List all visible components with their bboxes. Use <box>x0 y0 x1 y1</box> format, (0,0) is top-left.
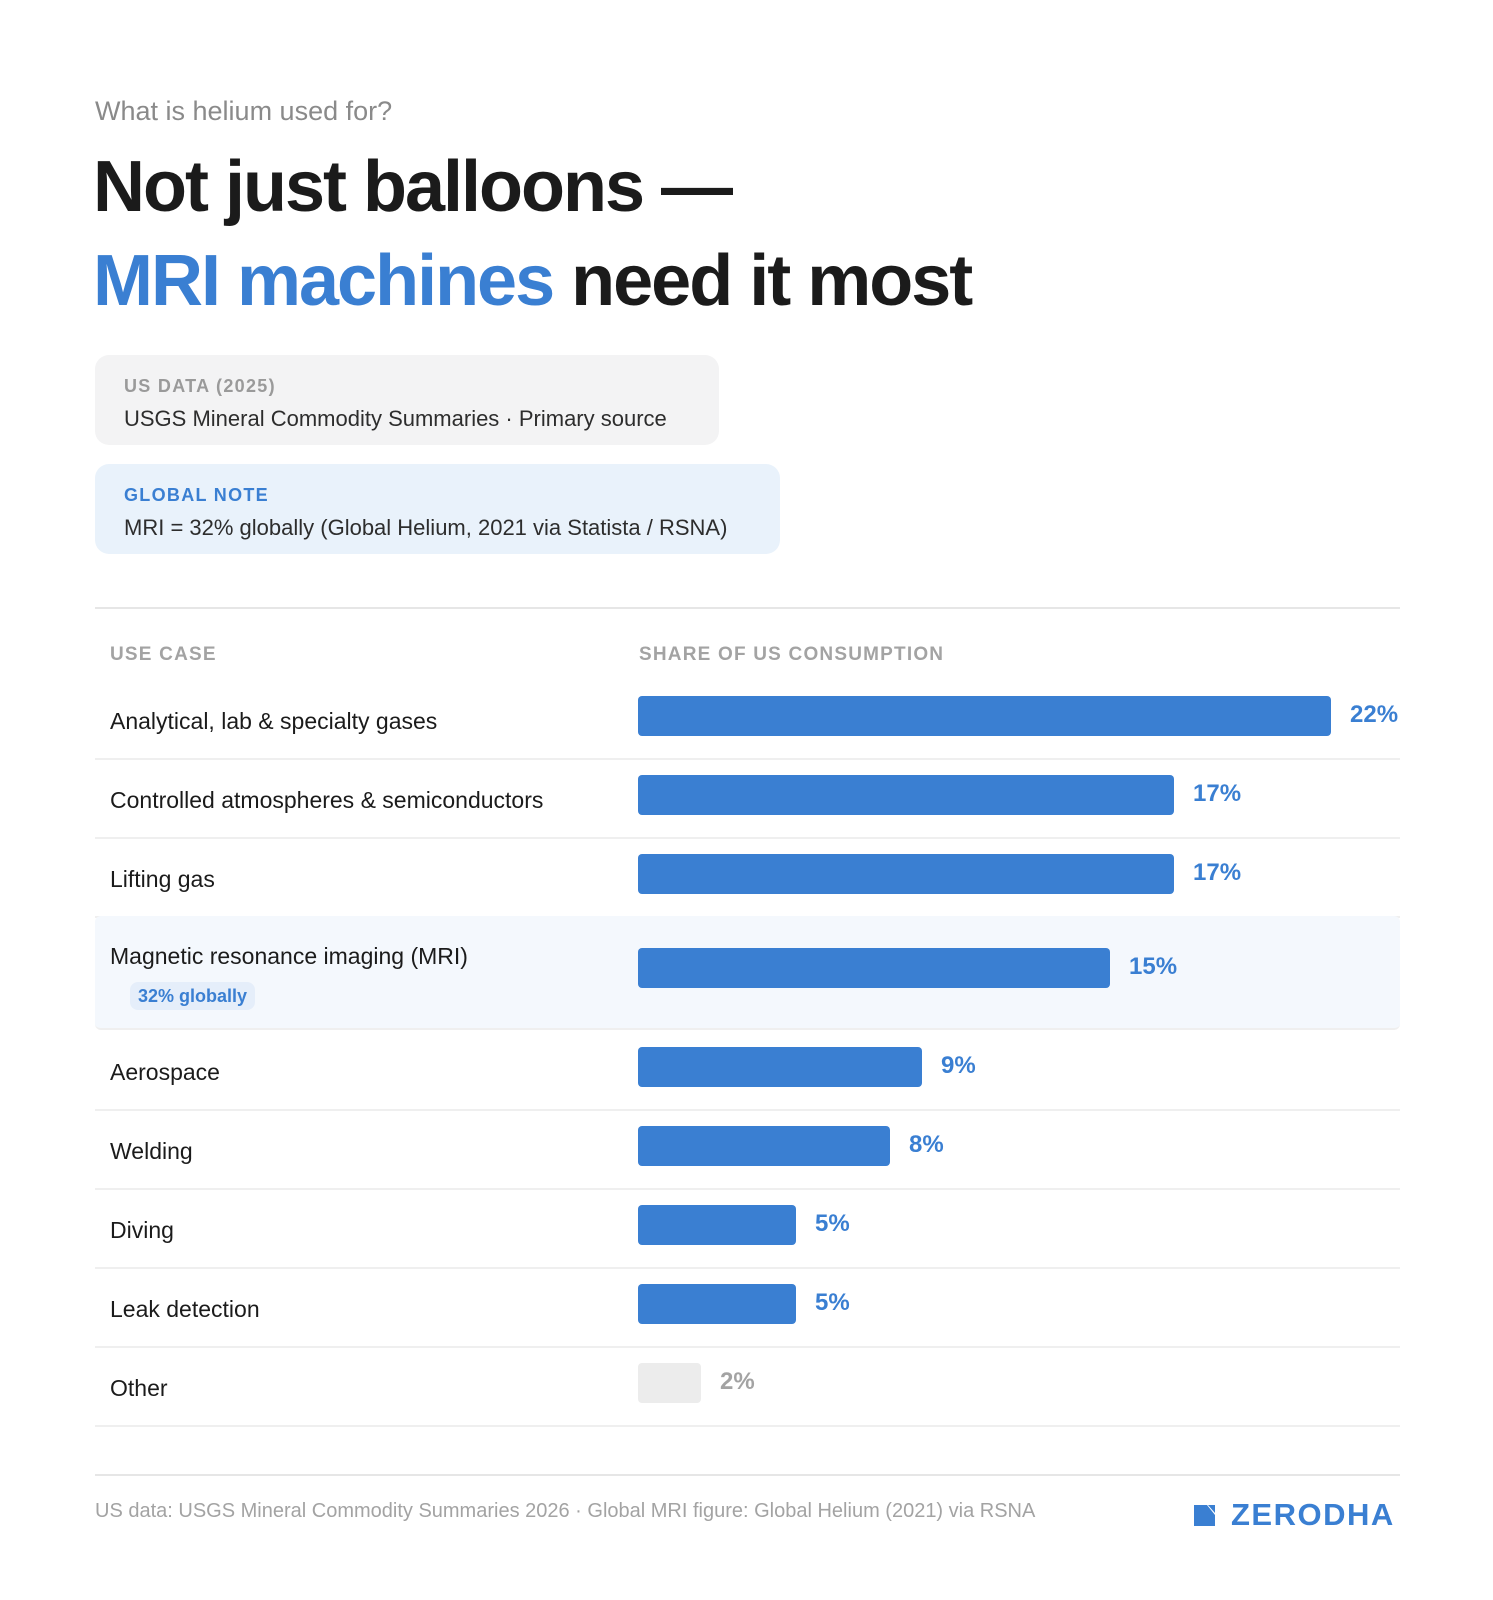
data-label: 5% <box>815 1289 850 1316</box>
row-label: Lifting gas <box>110 860 590 898</box>
bar <box>638 1284 796 1324</box>
category-label: Diving <box>110 1217 174 1243</box>
category-label: Magnetic resonance imaging (MRI) <box>110 943 468 969</box>
bottom-divider <box>95 1474 1400 1476</box>
bar <box>638 1047 922 1087</box>
category-label: Lifting gas <box>110 866 215 892</box>
category-label: Welding <box>110 1138 193 1164</box>
row-label: Aerospace <box>110 1053 590 1091</box>
table-row: Welding 8% <box>95 1111 1400 1190</box>
headline: Not just balloons — MRI machines need it… <box>93 140 973 328</box>
eyebrow: What is helium used for? <box>95 96 393 126</box>
row-label: Other <box>110 1369 590 1407</box>
bar <box>638 948 1110 988</box>
data-label: 5% <box>815 1210 850 1237</box>
row-label: Welding <box>110 1132 590 1170</box>
us-data-card-text: USGS Mineral Commodity Summaries · Prima… <box>124 406 667 431</box>
row-label: Magnetic resonance imaging (MRI) 32% glob… <box>110 937 590 1013</box>
brand-logo: ZERODHA <box>1192 1497 1395 1533</box>
mri-global-badge: 32% globally <box>130 982 256 1010</box>
category-label: Analytical, lab & specialty gases <box>110 708 438 734</box>
category-label: Controlled atmospheres & semiconductors <box>110 787 544 813</box>
zerodha-mark-icon <box>1194 1504 1215 1526</box>
bar <box>638 1205 796 1245</box>
brand-logo-text: ZERODHA <box>1231 1497 1395 1532</box>
headline-line2: MRI machines need it most <box>93 234 973 328</box>
global-note-card-title: GLOBAL NOTE <box>124 485 269 505</box>
bar <box>638 696 1331 736</box>
column-header-share: SHARE OF US CONSUMPTION <box>639 644 945 665</box>
category-label: Other <box>110 1375 168 1401</box>
top-divider <box>95 607 1400 609</box>
row-label: Analytical, lab & specialty gases <box>110 702 590 740</box>
headline-rest: need it most <box>571 241 973 321</box>
table-row: Diving 5% <box>95 1190 1400 1269</box>
category-label: Leak detection <box>110 1296 260 1322</box>
table-row: Lifting gas 17% <box>95 839 1400 918</box>
bar <box>638 1126 890 1166</box>
footer-source: US data: USGS Mineral Commodity Summarie… <box>95 1500 1036 1522</box>
column-header-use-case: USE CASE <box>110 644 217 665</box>
global-note-card-text: MRI = 32% globally (Global Helium, 2021 … <box>124 515 728 540</box>
row-label: Leak detection <box>110 1290 590 1328</box>
data-label: 17% <box>1193 859 1242 886</box>
data-label: 22% <box>1350 701 1399 728</box>
bar <box>638 775 1174 815</box>
us-data-card-title: US DATA (2025) <box>124 376 276 396</box>
table-row: Leak detection 5% <box>95 1269 1400 1348</box>
table-row: Controlled atmospheres & semiconductors 1… <box>95 760 1400 839</box>
bar <box>638 1363 701 1403</box>
bar <box>638 854 1174 894</box>
headline-line1: Not just balloons — <box>93 147 733 227</box>
us-data-card: US DATA (2025) USGS Mineral Commodity Su… <box>95 355 719 445</box>
headline-accent: MRI machines <box>93 241 555 321</box>
data-label: 2% <box>720 1368 755 1395</box>
data-label: 9% <box>941 1052 976 1079</box>
table-row: Analytical, lab & specialty gases 22% <box>95 681 1400 760</box>
table-row: Other 2% <box>95 1348 1400 1427</box>
table-row: Aerospace 9% <box>95 1032 1400 1111</box>
data-label: 8% <box>909 1131 944 1158</box>
row-label: Controlled atmospheres & semiconductors <box>110 781 590 819</box>
row-label: Diving <box>110 1211 590 1249</box>
category-label: Aerospace <box>110 1059 220 1085</box>
table-row: Magnetic resonance imaging (MRI) 32% glob… <box>95 916 1400 1030</box>
global-note-card: GLOBAL NOTE MRI = 32% globally (Global H… <box>95 464 780 554</box>
data-label: 15% <box>1129 953 1178 980</box>
data-label: 17% <box>1193 780 1242 807</box>
